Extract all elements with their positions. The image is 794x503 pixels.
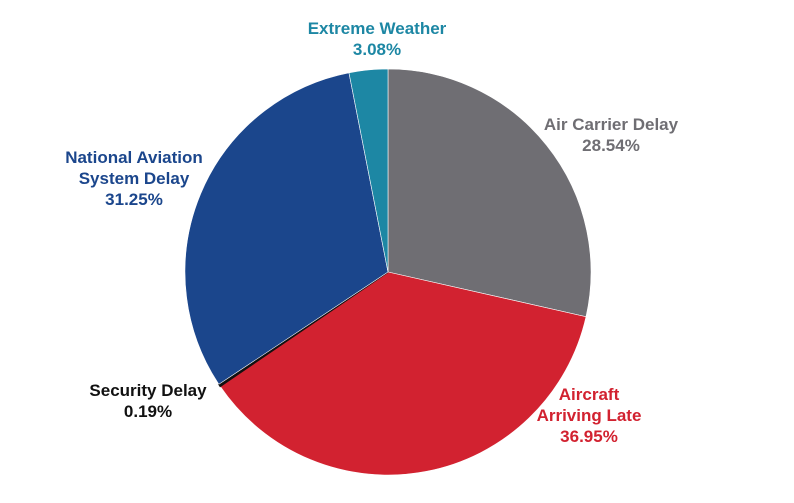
pie-labels: Air Carrier Delay 28.54% Aircraft Arriving … — [65, 19, 678, 446]
pie-slices — [184, 68, 592, 476]
slice-label-weather-line-1: 3.08% — [353, 40, 401, 59]
slice-label-aircraft-late: Aircraft Arriving Late 36.95% — [537, 385, 642, 446]
slice-label-air-carrier-line-1: 28.54% — [582, 136, 640, 155]
pie-slice-nas — [184, 72, 389, 385]
slice-label-air-carrier-line-0: Air Carrier Delay — [544, 115, 679, 134]
pie-slice-aircraft-late — [219, 271, 587, 476]
slice-label-weather: Extreme Weather 3.08% — [308, 19, 447, 59]
slice-label-nas: National Aviation System Delay 31.25% — [65, 148, 203, 209]
slice-label-security: Security Delay 0.19% — [89, 381, 207, 421]
pie-slice-weather — [348, 68, 389, 273]
slice-label-aircraft-late-line-0: Aircraft — [559, 385, 620, 404]
slice-label-air-carrier: Air Carrier Delay 28.54% — [544, 115, 679, 155]
slice-label-security-line-0: Security Delay — [89, 381, 207, 400]
slice-label-weather-line-0: Extreme Weather — [308, 19, 447, 38]
slice-label-nas-line-2: 31.25% — [105, 190, 163, 209]
pie-slice-air-carrier — [387, 68, 592, 318]
slice-label-aircraft-late-line-1: Arriving Late — [537, 406, 642, 425]
slice-label-aircraft-late-line-2: 36.95% — [560, 427, 618, 446]
slice-label-security-line-1: 0.19% — [124, 402, 172, 421]
slice-label-nas-line-1: System Delay — [79, 169, 190, 188]
slice-label-nas-line-0: National Aviation — [65, 148, 203, 167]
